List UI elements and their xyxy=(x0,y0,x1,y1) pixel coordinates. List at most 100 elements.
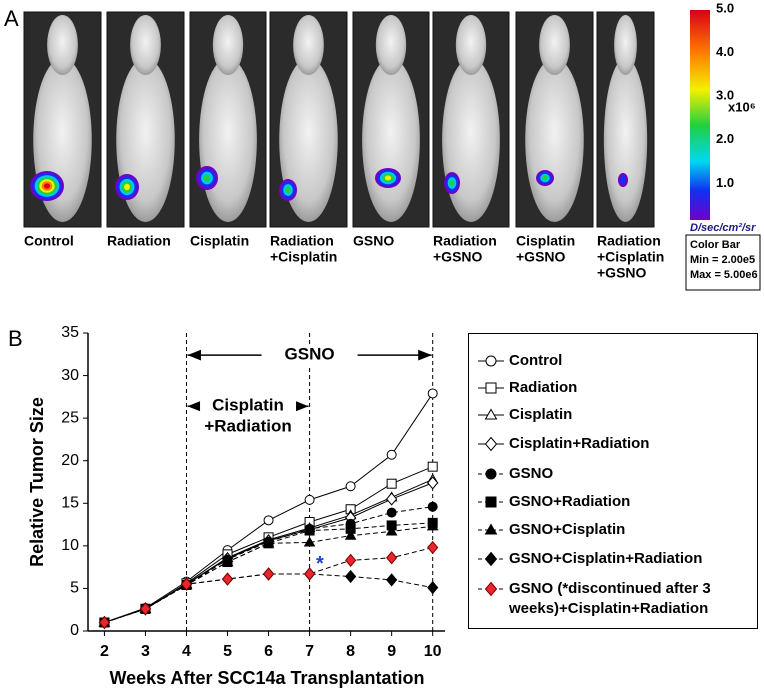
colorbar-tick-label: 2.0 xyxy=(716,131,734,146)
mouse-body xyxy=(442,58,500,222)
colorbar-units-label: D/sec/cm²/sr xyxy=(690,222,756,234)
legend-swatch xyxy=(478,468,504,480)
range-label: Cisplatin xyxy=(212,396,284,415)
mouse-body xyxy=(603,58,648,222)
legend-swatch xyxy=(478,551,504,567)
marker xyxy=(427,476,439,490)
marker xyxy=(484,581,498,597)
signal xyxy=(43,183,51,189)
legend-label: GSNO+Cisplatin+Radiation xyxy=(509,550,703,567)
legend-entry: GSNO xyxy=(477,464,727,484)
marker xyxy=(386,449,397,460)
y-tick-label: 10 xyxy=(61,537,79,554)
x-tick-label: 6 xyxy=(264,643,273,660)
y-tick-label: 25 xyxy=(61,409,79,426)
marker xyxy=(386,478,397,489)
x-tick-label: 9 xyxy=(387,643,396,660)
legend-entry: GSNO (*discontinued after 3 weeks)+Cispl… xyxy=(477,579,727,619)
marker xyxy=(484,436,498,452)
colorbar-tick-label: 3.0 xyxy=(716,88,734,103)
marker xyxy=(262,567,275,581)
marker xyxy=(345,569,357,584)
y-tick-label: 0 xyxy=(70,622,79,639)
y-tick-label: 5 xyxy=(70,580,79,597)
mouse-head xyxy=(614,15,637,75)
signal xyxy=(620,176,626,184)
image-label: Radiation xyxy=(270,233,334,249)
color-bar xyxy=(690,10,710,220)
image-label: +GSNO xyxy=(516,249,566,265)
mouse-body xyxy=(199,58,257,222)
mouse-body xyxy=(362,58,420,222)
series-line xyxy=(104,573,433,623)
legend-label: GSNO (*discontinued after 3 weeks)+Cispl… xyxy=(509,580,711,617)
legend-label: GSNO xyxy=(509,465,554,482)
y-axis-title: Relative Tumor Size xyxy=(27,397,47,567)
marker xyxy=(303,567,316,581)
marker xyxy=(386,492,398,506)
signal xyxy=(124,183,130,191)
marker xyxy=(427,580,439,595)
legend-entry: GSNO+Cisplatin+Radiation xyxy=(477,549,727,569)
marker xyxy=(484,523,498,535)
legend-label: Radiation xyxy=(509,379,578,396)
mouse-head xyxy=(212,15,244,75)
x-tick-label: 2 xyxy=(100,643,109,660)
mouse-body xyxy=(525,58,584,222)
legend: Control Radiation Cisplatin Cisplatin+Radia… xyxy=(468,333,758,629)
x-tick-label: 7 xyxy=(305,643,314,660)
image-label: +Cisplatin xyxy=(270,249,337,265)
mouse-head xyxy=(455,15,487,75)
marker xyxy=(344,529,357,540)
image-label: Radiation xyxy=(597,233,661,249)
marker xyxy=(386,507,397,518)
marker xyxy=(304,525,315,536)
marker xyxy=(221,572,234,586)
colorbar-box xyxy=(685,234,761,291)
x-tick-label: 3 xyxy=(141,643,150,660)
colorbar-box-text: Color Bar xyxy=(690,239,741,251)
colorbar-box-text: Min = 2.00e5 xyxy=(690,254,755,266)
signal xyxy=(542,175,548,181)
mouse-body xyxy=(279,58,338,222)
marker xyxy=(386,573,398,587)
legend-entry: Cisplatin+Radiation xyxy=(477,434,727,454)
marker xyxy=(427,388,438,399)
marker xyxy=(386,551,398,565)
signal xyxy=(203,174,211,182)
marker xyxy=(345,481,356,492)
marker xyxy=(426,520,439,531)
image-label: Cisplatin xyxy=(516,233,575,249)
colorbar-tick-label: 4.0 xyxy=(716,44,734,59)
y-tick-label: 15 xyxy=(61,495,79,512)
signal xyxy=(384,175,392,181)
marker xyxy=(221,556,234,567)
colorbar-tick-label: 1.0 xyxy=(716,175,734,190)
range-label: GSNO xyxy=(285,345,335,364)
legend-entry: GSNO+Cisplatin xyxy=(477,520,727,540)
image-label: +GSNO xyxy=(597,265,647,281)
annotation: * xyxy=(316,553,324,575)
panel-label: A xyxy=(4,6,19,31)
x-tick-label: 5 xyxy=(223,643,232,660)
series-line xyxy=(104,547,433,623)
range-label-bg xyxy=(261,345,358,366)
range-label-bg xyxy=(200,396,297,437)
signal xyxy=(449,179,455,187)
marker xyxy=(263,515,274,526)
y-tick-label: 20 xyxy=(61,452,79,469)
legend-label: GSNO+Radiation xyxy=(509,493,631,510)
y-tick-label: 35 xyxy=(61,324,79,341)
legend-label: Control xyxy=(509,352,563,369)
range-label: +Radiation xyxy=(204,417,291,436)
x-tick-label: 10 xyxy=(424,643,442,660)
legend-swatch xyxy=(478,523,504,535)
marker xyxy=(484,408,498,420)
legend-label: Cisplatin+Radiation xyxy=(509,435,650,452)
legend-label: Cisplatin xyxy=(509,406,573,423)
colorbar-unit: x10⁶ xyxy=(728,99,756,114)
x-axis-title: Weeks After SCC14a Transplantation xyxy=(109,668,424,688)
image-label: Radiation xyxy=(433,233,497,249)
colorbar-tick-label: 5.0 xyxy=(716,0,734,15)
